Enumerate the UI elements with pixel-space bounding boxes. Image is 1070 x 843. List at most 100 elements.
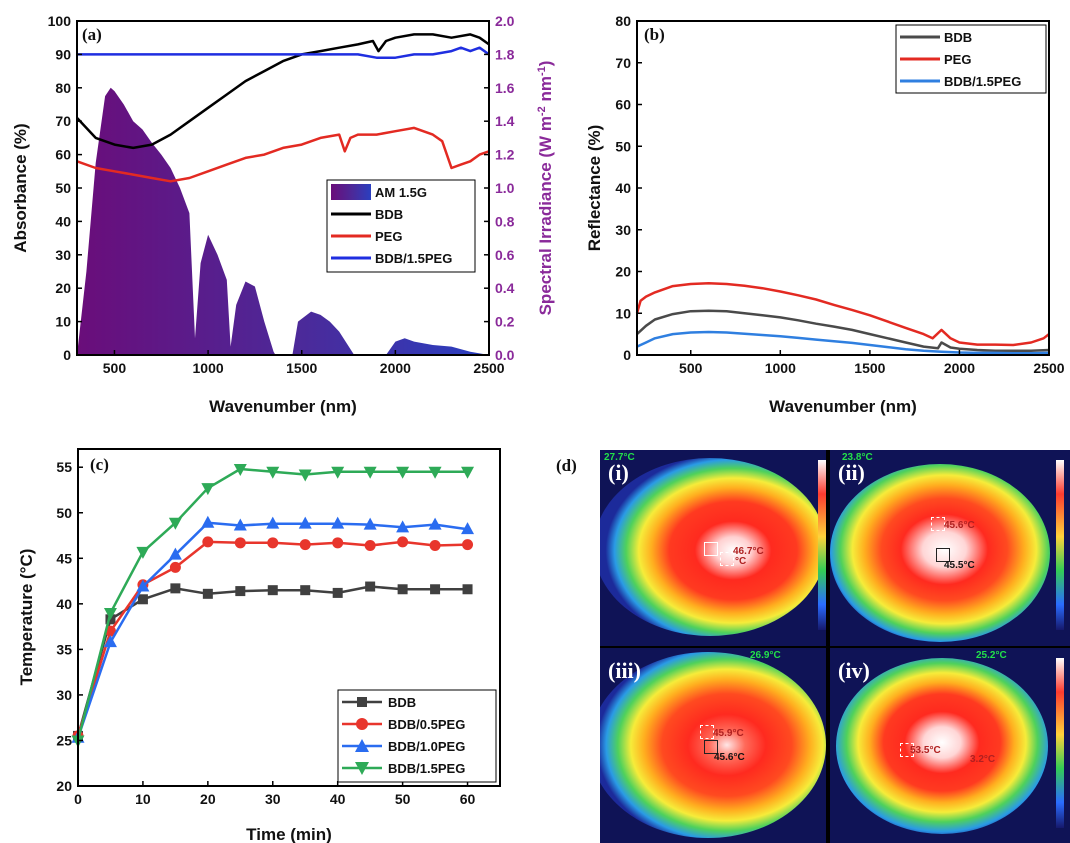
y-tick-label: 25 [56,732,72,748]
spot-temperature-2: 45.6°C [714,752,745,763]
y2-tick-label: 0.2 [495,314,515,330]
y-tick-label: 45 [56,550,72,566]
data-point-bdb [332,587,343,598]
measurement-box [700,725,714,739]
legend-label-bdb-0-5peg: BDB/0.5PEG [388,717,465,732]
x-tick-label: 1500 [286,360,317,376]
y2-tick-label: 1.0 [495,180,515,196]
data-point-bdb-0-5peg [397,536,409,548]
y-tick-label: 30 [55,247,71,263]
panel-c-temperature-chart: 0 10 20 30 40 50 60 20 25 30 35 40 45 50 55 (c) Time (… [17,448,501,843]
data-point-bdb-0-5peg [202,536,214,548]
legend-marker-bdb [357,697,367,707]
x-tick-label: 500 [679,360,703,376]
measurement-crosshair [704,542,718,556]
data-point-bdb-1-5peg [396,466,410,479]
data-point-bdb [267,585,278,596]
data-point-bdb-1-5peg [168,517,182,530]
panel-a-y2-axis-label: Spectral Irradiance (W m-2 nm-1) [536,61,555,316]
series-peg-line [635,281,1050,347]
x-tick-label: 10 [135,791,151,807]
panel-c-frame [77,448,501,787]
panel-a-x-axis-label: Wavenumber (nm) [209,397,357,416]
thermal-blob [836,658,1048,834]
legend-label-am15g: AM 1.5G [375,185,427,200]
data-point-bdb-1-5peg [201,483,215,496]
y2-tick-label: 1.6 [495,80,515,96]
panel-a-marks: 500 1000 1500 2000 2500 0 10 20 30 40 50 60 70 80 90 10… [48,13,515,376]
series-bdb-line [76,33,490,150]
panel-b-marks: 500 1000 1500 2000 2500 0 10 20 30 40 50 60 70 80 [615,13,1064,376]
data-point-bdb-1-5peg [428,466,442,479]
panel-a-label: (a) [82,25,102,44]
data-point-bdb-0-5peg [364,540,376,552]
y-tick-label: 55 [56,459,72,475]
legend-marker-bdb-1-0peg [355,739,369,752]
data-point-bdb-0-5peg [332,537,344,549]
x-tick-label: 2500 [473,360,504,376]
y2-tick-label: 1.4 [495,113,515,129]
thermal-blob [600,458,826,636]
y-tick-label: 70 [615,55,631,71]
thermal-blob [830,464,1050,642]
x-tick-label: 1000 [193,360,224,376]
panel-c-x-axis-label: Time (min) [246,825,332,843]
data-point-bdb-1-5peg [233,464,247,477]
series-bdb-1-5peg-line [636,330,1050,355]
x-tick-label: 2000 [944,360,975,376]
color-scale-bar [818,460,826,630]
x-tick-label: 50 [395,791,411,807]
data-point-bdb [170,583,181,594]
data-point-bdb-1-5peg [331,466,345,479]
y-tick-label: 70 [55,113,71,129]
y-tick-label: 40 [615,180,631,196]
panel-b-y-axis-label: Reflectance (%) [585,125,604,252]
thermal-blob [600,652,826,838]
panel-c-label: (c) [90,455,109,474]
data-point-bdb-1-0peg [103,635,117,648]
legend-swatch-am15g [331,184,371,200]
y-tick-label: 20 [56,778,72,794]
y-tick-label: 50 [615,138,631,154]
ambient-temperature: 27.7°C [604,452,635,463]
measurement-box [931,517,945,531]
data-point-bdb-1-5peg [363,466,377,479]
thermal-image-iv: (iv) 25.2°C 53.5°C 3.2°C [830,648,1070,843]
spot-temperature-1: 45.9°C [713,728,744,739]
y-tick-label: 0 [63,347,71,363]
panel-c-legend: BDB BDB/0.5PEG BDB/1.0PEG BDB/1.5PEG [337,689,497,783]
image-numeral: (i) [608,460,629,485]
thermal-image-iii: (iii) 26.9°C 45.9°C 45.6°C [600,648,826,843]
y2-tick-label: 2.0 [495,13,515,29]
x-tick-label: 1500 [854,360,885,376]
data-point-bdb-0-5peg [429,540,441,552]
y-tick-label: 35 [56,641,72,657]
y2-tick-label: 0.0 [495,347,515,363]
data-point-bdb [462,584,473,595]
data-point-bdb [202,588,213,599]
y-tick-label: 0 [623,347,631,363]
legend-label-bdb: BDB [944,30,972,45]
y2-tick-label: 0.4 [495,280,515,296]
ambient-temperature: 25.2°C [976,650,1007,661]
data-point-bdb [397,584,408,595]
y-tick-label: 60 [55,147,71,163]
legend-label-bdb-1-0peg: BDB/1.0PEG [388,739,465,754]
series-peg-line [76,126,490,183]
legend-marker-bdb-0-5peg [356,718,368,730]
data-point-bdb-1-5peg [266,466,280,479]
data-point-bdb-0-5peg [462,539,474,551]
spot-temperature-2: °C [735,556,747,567]
y-tick-label: 10 [615,305,631,321]
x-tick-label: 40 [330,791,346,807]
data-point-bdb [300,585,311,596]
y-tick-label: 40 [56,596,72,612]
ambient-temperature: 26.9°C [750,650,781,661]
x-tick-label: 1000 [765,360,796,376]
legend-label-bdb-1-5peg: BDB/1.5PEG [375,251,452,266]
panel-c-y-axis-label: Temperature (°C) [17,549,36,686]
legend-label-peg: PEG [375,229,402,244]
y-tick-label: 10 [55,314,71,330]
panel-a-y-axis-label: Absorbance (%) [11,123,30,252]
